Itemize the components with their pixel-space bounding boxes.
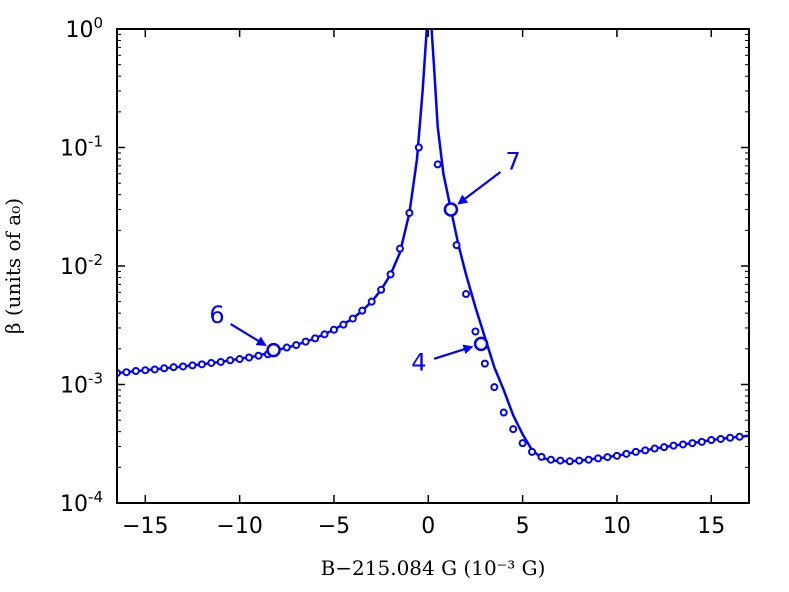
x-tick-label: 10	[603, 514, 631, 539]
data-point	[141, 366, 150, 375]
data-point	[160, 364, 169, 373]
y-tick-label: 100	[65, 14, 103, 43]
annotation-arrow-4	[433, 344, 474, 360]
data-point	[575, 456, 584, 465]
data-point	[122, 368, 131, 377]
data-point	[282, 343, 291, 352]
data-point	[235, 355, 244, 364]
data-point	[188, 361, 197, 370]
data-point	[339, 320, 348, 329]
y-tick-label: 10-2	[60, 251, 103, 280]
data-point	[556, 456, 565, 465]
data-point	[641, 446, 650, 455]
data-point	[688, 439, 697, 448]
marker-layer	[117, 143, 744, 466]
data-point	[716, 434, 725, 443]
data-point	[169, 363, 178, 372]
data-point	[179, 362, 188, 371]
data-point	[622, 449, 631, 458]
data-point	[584, 455, 593, 464]
x-axis-label: B−215.084 G (10⁻³ G)	[321, 556, 546, 580]
data-point	[669, 441, 678, 450]
data-point	[735, 432, 744, 441]
data-point	[245, 353, 254, 362]
data-point	[226, 356, 235, 365]
y-axis-label: β (units of a₀)	[1, 198, 25, 334]
data-point	[678, 440, 687, 449]
data-point	[405, 209, 414, 218]
data-point	[433, 160, 442, 169]
annotation-label-7: 7	[506, 147, 521, 175]
x-tick-label: 5	[516, 514, 530, 539]
y-tick-label: 10-4	[60, 488, 103, 517]
data-point	[480, 359, 489, 368]
plot-frame	[116, 28, 750, 504]
highlight-point-6	[266, 342, 281, 358]
annotation-layer: 6 7 4	[209, 147, 520, 376]
data-point	[612, 451, 621, 460]
data-point	[292, 341, 301, 350]
x-tick-label: −15	[122, 514, 168, 539]
data-point	[471, 327, 480, 336]
data-point	[207, 358, 216, 367]
data-point	[414, 143, 423, 152]
x-tick-label: 0	[421, 514, 435, 539]
data-point	[726, 433, 735, 442]
data-point	[499, 408, 508, 417]
data-point	[594, 454, 603, 463]
data-point	[452, 241, 461, 250]
data-point	[348, 314, 357, 323]
data-point	[650, 444, 659, 453]
annotation-label-4: 4	[411, 349, 426, 377]
y-tick-label: 10-3	[60, 370, 103, 399]
data-point	[216, 357, 225, 366]
y-tick-label: 10-1	[60, 133, 103, 162]
data-point	[697, 437, 706, 446]
data-point	[254, 351, 263, 360]
data-point	[509, 425, 518, 434]
data-point	[131, 366, 140, 375]
annotation-arrow-7	[457, 171, 502, 205]
data-point	[150, 365, 159, 374]
data-point	[197, 360, 206, 369]
highlight-point-4	[473, 336, 489, 352]
data-point	[490, 383, 499, 392]
data-point	[377, 285, 386, 294]
data-point	[320, 330, 329, 339]
annotation-label-6: 6	[209, 301, 224, 329]
data-point	[565, 457, 574, 466]
x-tick-label: −10	[216, 514, 262, 539]
data-point	[660, 443, 669, 452]
x-tick-label: −5	[318, 514, 350, 539]
annotation-arrow-6	[230, 323, 267, 346]
data-point	[518, 439, 527, 448]
data-point	[386, 270, 395, 279]
data-point	[528, 447, 537, 456]
data-point	[631, 447, 640, 456]
data-point	[301, 337, 310, 346]
data-point	[546, 455, 555, 464]
tick-layer: −15 −10 −5 0 5 10 15 10-4 10-3 10-2 10-1 100	[60, 14, 749, 539]
data-point	[329, 325, 338, 334]
data-point	[537, 452, 546, 461]
data-point	[707, 436, 716, 445]
data-point	[358, 306, 367, 315]
data-point	[311, 334, 320, 343]
x-tick-label: 15	[697, 514, 725, 539]
data-point	[367, 297, 376, 306]
data-point	[395, 244, 404, 253]
data-point	[603, 453, 612, 462]
plot-area	[117, 29, 749, 503]
data-point	[462, 290, 471, 299]
highlight-point-7	[443, 202, 459, 217]
